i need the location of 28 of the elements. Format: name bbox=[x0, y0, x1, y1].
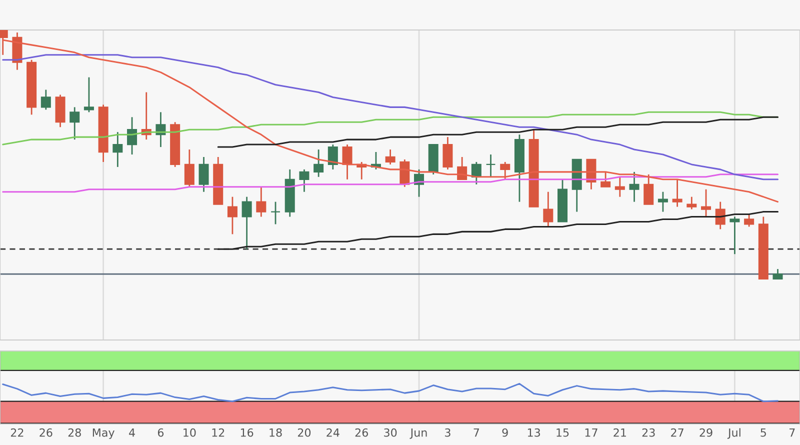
x-tick-label: 23 bbox=[642, 428, 655, 437]
x-tick-label: 18 bbox=[270, 428, 282, 437]
x-tick-label: May bbox=[92, 428, 114, 439]
x-tick-label: 9 bbox=[502, 428, 508, 437]
x-tick-label: 13 bbox=[528, 428, 540, 437]
x-tick-label: 16 bbox=[240, 428, 254, 437]
x-tick-label: 29 bbox=[700, 428, 712, 437]
x-tick-label: 20 bbox=[298, 428, 311, 437]
x-tick-label: Jun bbox=[410, 428, 427, 439]
x-tick-label: 28 bbox=[68, 428, 81, 437]
x-tick-label: Jul bbox=[727, 428, 740, 439]
x-tick-label: 27 bbox=[671, 428, 684, 437]
x-tick-label: 22 bbox=[10, 428, 24, 437]
x-tick-label: 12 bbox=[212, 428, 224, 437]
x-tick-label: 30 bbox=[384, 428, 397, 437]
x-tick-label: 21 bbox=[614, 428, 626, 437]
x-tick-label: 24 bbox=[326, 428, 340, 437]
x-tick-label: 7 bbox=[789, 428, 795, 437]
x-tick-label: 17 bbox=[585, 428, 598, 437]
x-tick-label: 5 bbox=[760, 428, 766, 437]
x-tick-label: 26 bbox=[355, 428, 368, 437]
x-tick-label: 6 bbox=[158, 428, 164, 437]
x-tick-label: 15 bbox=[556, 428, 569, 437]
x-tick-label: 4 bbox=[129, 428, 135, 437]
x-tick-label: 7 bbox=[474, 428, 479, 437]
x-tick-label: 10 bbox=[184, 428, 196, 437]
x-tick-label: 3 bbox=[445, 428, 450, 437]
x-tick-label: 26 bbox=[40, 428, 52, 437]
